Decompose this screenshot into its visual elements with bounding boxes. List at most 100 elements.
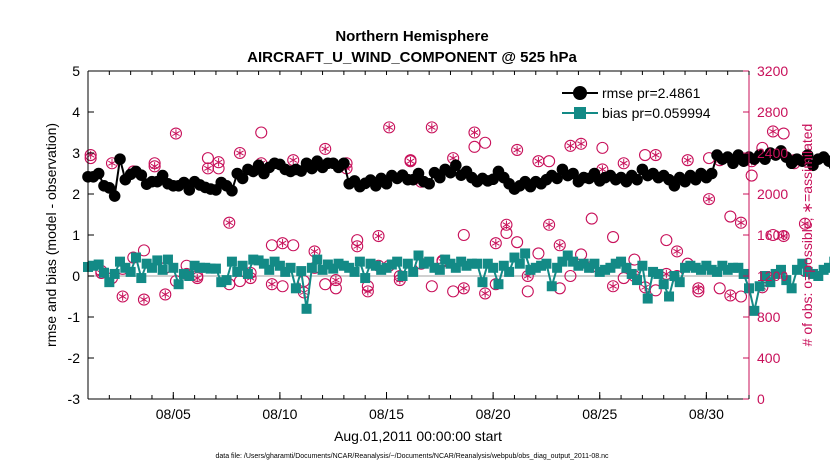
obs-possible-point [521,285,534,298]
legend-rmse-marker [573,86,587,100]
bias-point [450,262,461,273]
obs-possible-point [479,136,492,149]
rmse-point [380,177,393,190]
bias-point [381,262,392,273]
legend-bias-marker [574,107,586,119]
bias-point [162,254,173,265]
bias-point [807,268,818,279]
rmse-point [252,159,265,172]
bias-point [173,279,184,290]
x-tick-label: 08/15 [369,406,404,422]
y-tick-label: -2 [68,350,81,366]
bias-point [317,264,328,275]
legend: rmse pr=2.4861 bias pr=0.059994 [556,80,736,125]
bias-point [440,254,451,265]
bias-point [349,266,360,277]
y-right-tick-label: 400 [757,350,781,366]
obs-assimilated-point [553,239,566,252]
bias-point [136,273,147,284]
obs-assimilated-point [511,143,524,156]
bias-point [413,250,424,261]
bias-point [680,262,691,273]
bias-point [482,258,493,269]
bias-point [626,268,637,279]
obs-possible-point [745,169,758,182]
bias-point [152,255,163,266]
rmse-point [567,167,579,180]
bias-point [434,264,445,275]
bias-point [674,277,685,288]
bias-point [717,260,728,271]
bias-point [541,258,552,269]
bias-point [712,266,723,277]
obs-assimilated-point [532,155,545,168]
y-right-tick-label: 1600 [757,227,788,243]
rmse-point [434,171,446,184]
rmse-point [92,167,105,180]
bias-point [765,277,776,288]
bias-point [248,254,259,265]
bias-point [791,264,802,275]
bias-point [338,260,349,271]
bias-point [328,263,339,274]
bias-point [546,281,557,292]
bias-point [178,268,189,279]
obs-assimilated-point [489,237,502,250]
bias-point [466,258,477,269]
x-tick-label: 08/05 [156,406,191,422]
bias-point [376,264,387,275]
obs-possible-point [628,253,641,266]
bias-point [621,262,632,273]
bias-point [477,277,488,288]
bias-point [226,256,237,267]
bias-series [83,248,830,316]
bias-point [322,259,333,270]
right-ticks: 0 400 800 1200 1600 2000 2400 2800 3200 [743,63,788,407]
y-right-tick-label: 2800 [757,104,788,120]
x-axis-label: Aug.01,2011 00:00:00 start [334,428,502,444]
rmse-point [226,184,238,197]
bias-point [759,271,770,281]
bias-point [648,266,659,277]
bias-point [146,262,157,273]
obs-possible-point [511,236,524,249]
bias-point [493,279,504,290]
rmse-point [668,180,681,192]
obs-assimilated-point [724,289,737,302]
obs-assimilated-point [383,121,396,134]
rmse-point [423,177,435,190]
obs-assimilated-point [649,149,662,162]
obs-assimilated-point [702,193,716,206]
obs-assimilated-point [372,229,385,243]
bias-point [445,258,456,269]
obs-possible-point [713,282,726,295]
bias-point [365,258,376,269]
obs-assimilated-point [798,217,812,230]
obs-possible-point [457,228,470,242]
obs-possible-point [319,278,332,291]
obs-assimilated-point [425,121,438,134]
bias-point [109,268,120,279]
obs-assimilated-point [169,127,183,140]
bias-point [114,256,125,267]
bias-point [498,260,509,271]
bias-point [194,262,205,273]
rmse-point [103,182,116,194]
obs-assimilated-point [617,157,630,170]
x-tick-label: 08/10 [262,406,297,422]
y-axis-label-right: # of obs: o=possible; ∗=assimilated [799,124,815,347]
bias-point [221,275,232,286]
obs-assimilated-point [681,154,694,167]
bias-point [690,262,701,273]
bias-point [509,252,520,263]
rmse-series [82,145,830,202]
y-tick-label: 0 [72,268,80,284]
obs-assimilated-point [329,274,342,287]
plot-area [88,71,749,399]
obs-assimilated-point [607,280,620,293]
obs-assimilated-point [201,162,214,175]
x-ticks: 08/05 08/10 08/15 08/20 08/25 08/30 [87,71,750,422]
y-tick-label: -1 [68,309,81,325]
bias-point [429,262,440,273]
